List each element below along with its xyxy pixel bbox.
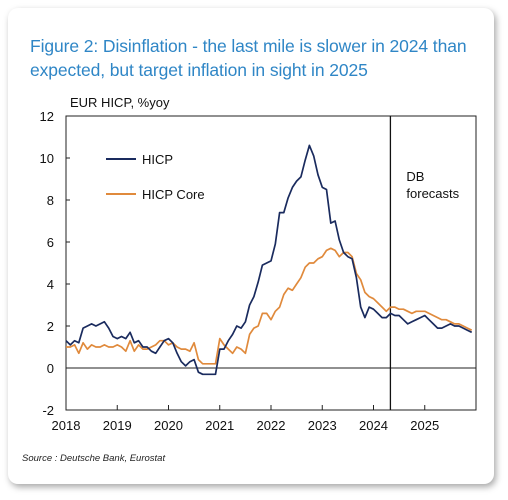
y-tick-label: 4 bbox=[47, 277, 54, 292]
y-tick-label: 12 bbox=[40, 109, 54, 124]
x-tick-label: 2025 bbox=[410, 418, 439, 433]
legend-label-hicp: HICP bbox=[142, 152, 173, 167]
x-tick-label: 2024 bbox=[359, 418, 388, 433]
y-tick-label: 6 bbox=[47, 235, 54, 250]
y-tick-label: -2 bbox=[42, 403, 54, 418]
forecast-label-line-2: forecasts bbox=[406, 186, 459, 201]
forecast-label-line-1: DB bbox=[406, 169, 424, 184]
source-note: Source : Deutsche Bank, Eurostat bbox=[22, 453, 166, 464]
y-tick-label: 10 bbox=[40, 151, 54, 166]
y-axis-label: EUR HICP, %yoy bbox=[70, 95, 170, 110]
series-line-hicp-core bbox=[66, 247, 473, 365]
figure-title: Figure 2: Disinflation - the last mile i… bbox=[30, 36, 467, 80]
x-tick-label: 2022 bbox=[257, 418, 286, 433]
x-tick-label: 2023 bbox=[308, 418, 337, 433]
series-line-hicp bbox=[65, 144, 473, 376]
x-tick-label: 2018 bbox=[52, 418, 81, 433]
legend-label-hicp-core: HICP Core bbox=[142, 187, 205, 202]
y-tick-label: 2 bbox=[47, 319, 54, 334]
figure-card bbox=[8, 8, 494, 484]
x-tick-label: 2021 bbox=[205, 418, 234, 433]
x-tick-label: 2020 bbox=[154, 418, 183, 433]
x-tick-label: 2019 bbox=[103, 418, 132, 433]
y-tick-label: 8 bbox=[47, 193, 54, 208]
plot-frame bbox=[65, 115, 477, 411]
y-tick-label: 0 bbox=[47, 361, 54, 376]
